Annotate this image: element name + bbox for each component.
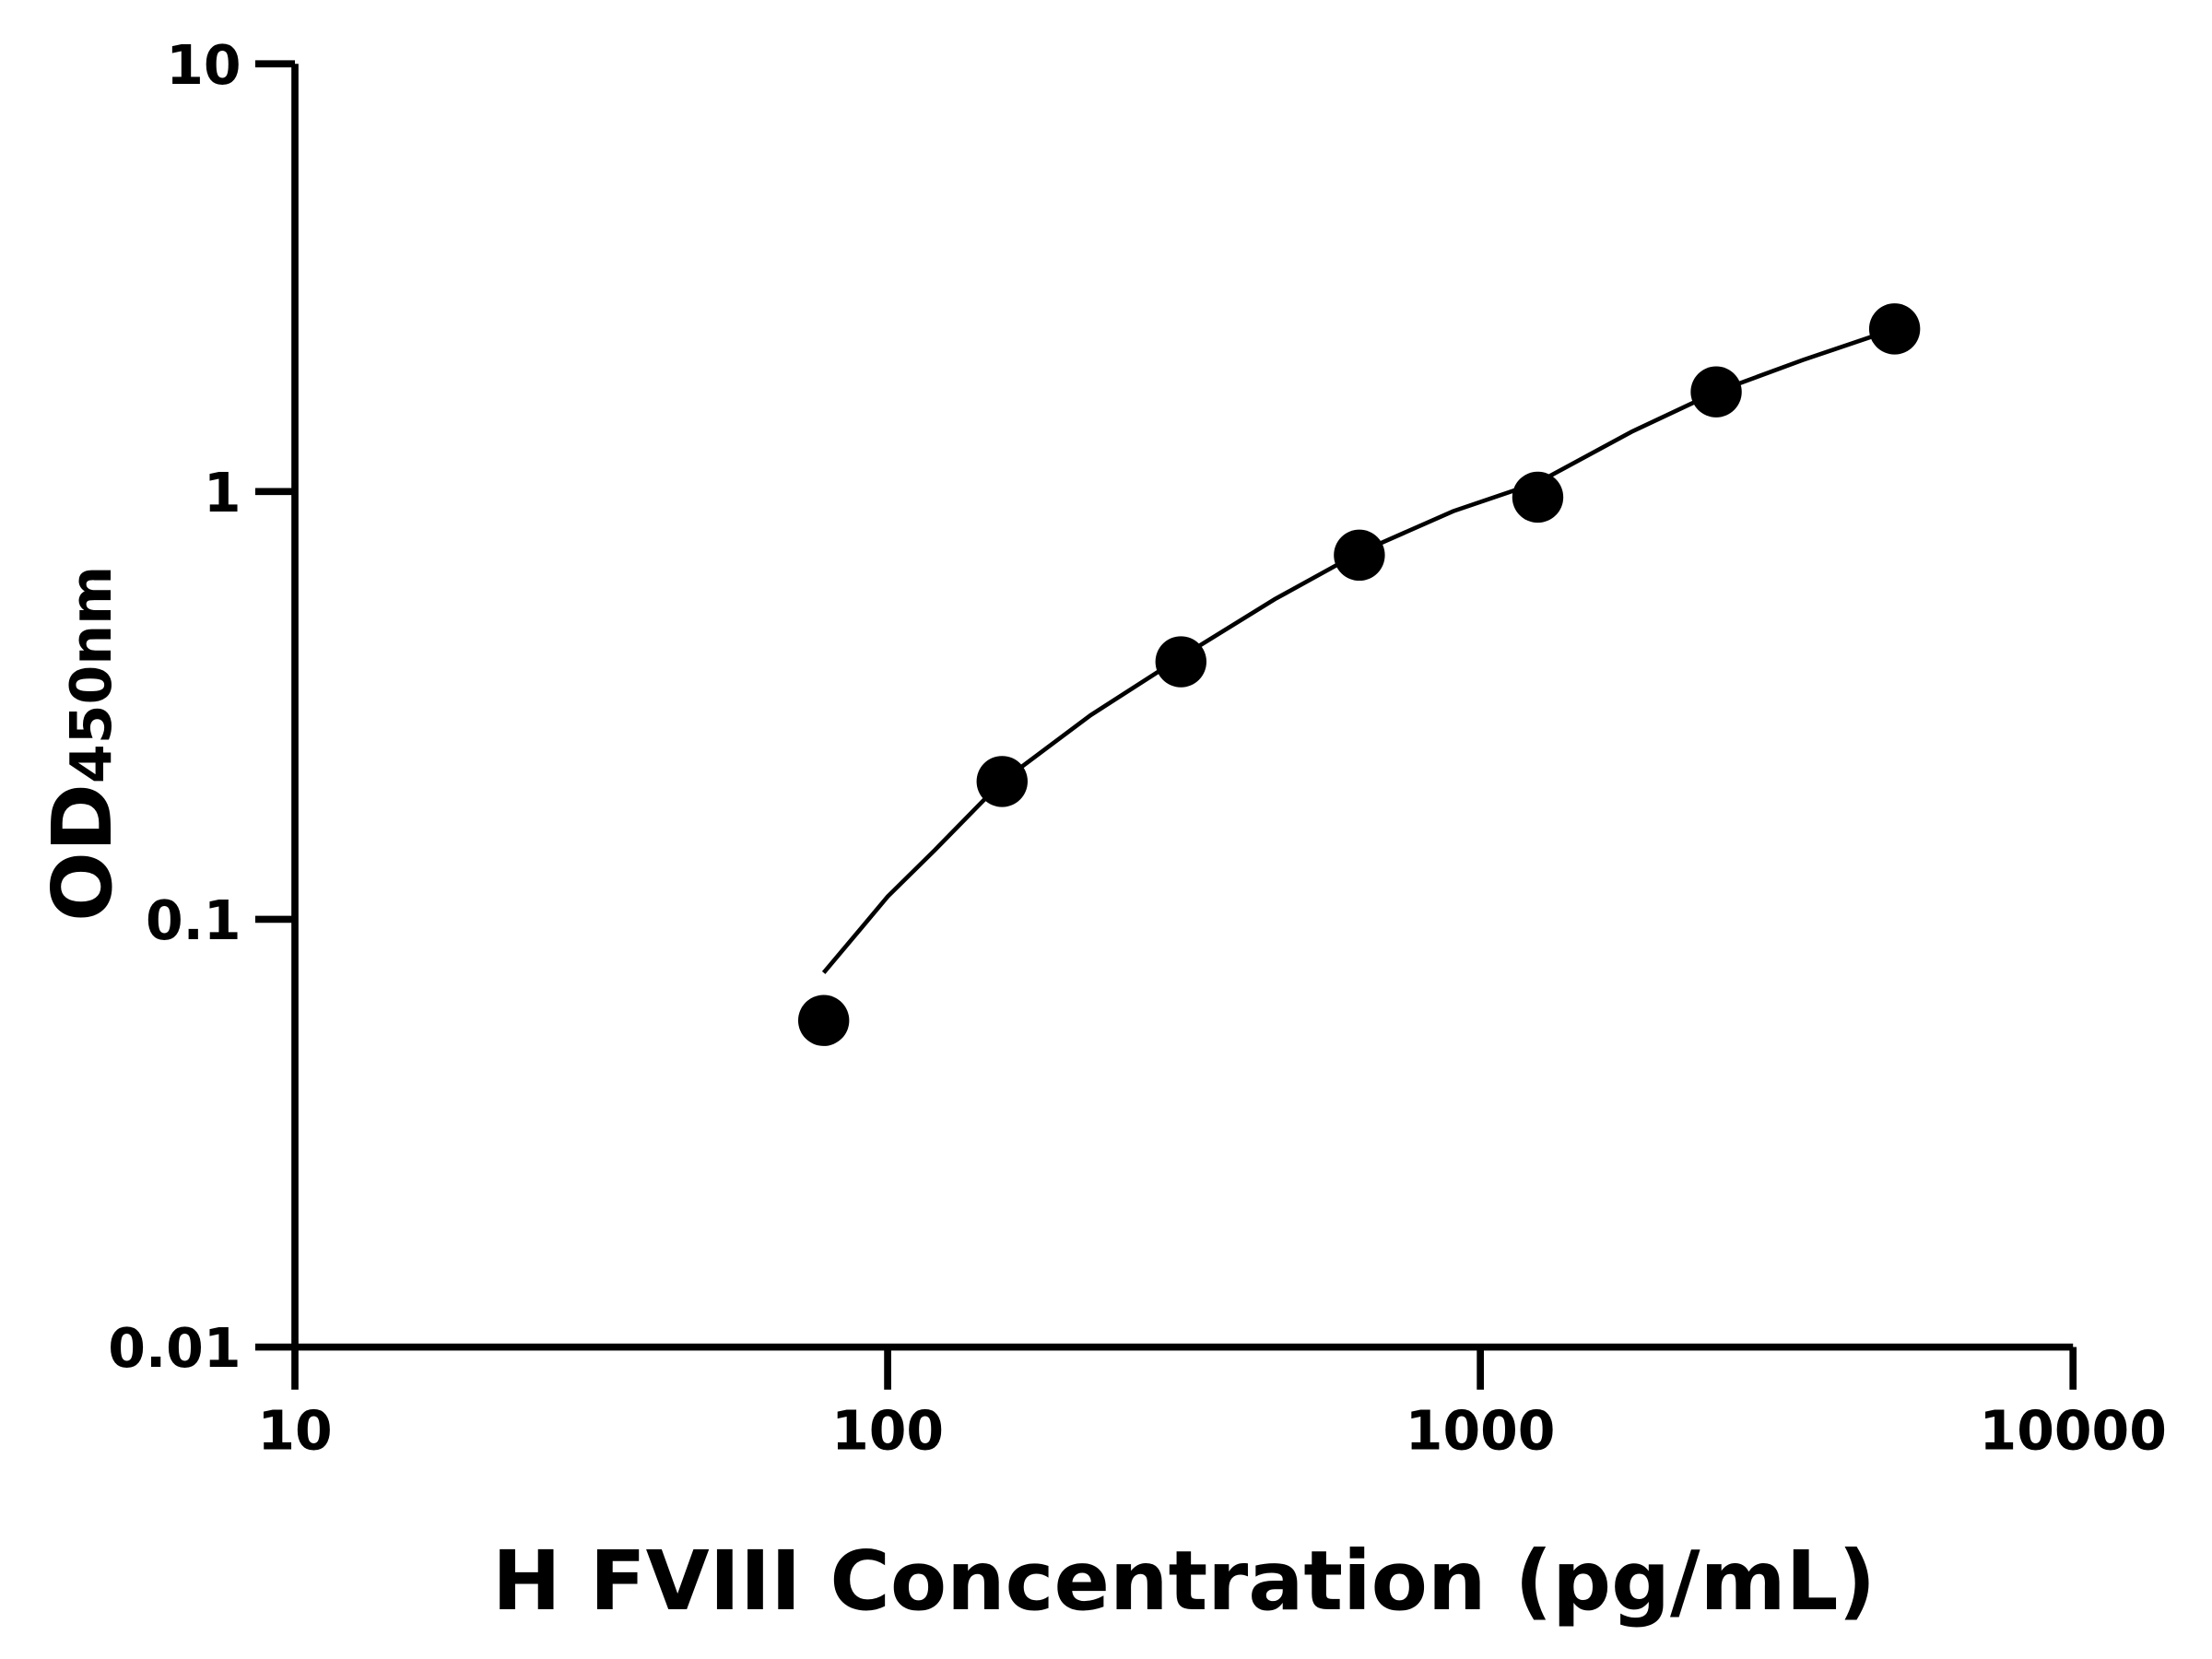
y-tick-label: 1	[204, 462, 241, 524]
x-tick-label: 10	[257, 1399, 332, 1462]
data-point	[1868, 303, 1921, 355]
ticks: 10 100 1000 10000 0.01 0.1 1 10	[108, 34, 2167, 1463]
fit-curve	[821, 326, 1896, 974]
data-points	[797, 303, 1921, 1046]
data-point	[1334, 529, 1385, 582]
data-point	[976, 756, 1028, 807]
y-axis-label: OD450nm	[35, 566, 131, 922]
data-point	[797, 994, 850, 1046]
y-axis-label-subscript: 450nm	[58, 566, 124, 783]
y-tick-label: 0.01	[108, 1317, 241, 1380]
y-tick-label: 10	[166, 34, 241, 97]
x-axis-label: H FVIII Concentration (pg/mL)	[492, 1534, 1876, 1630]
y-tick-label: 0.1	[146, 889, 241, 952]
data-point	[1690, 366, 1742, 418]
data-point	[1512, 471, 1564, 524]
x-tick-label: 100	[831, 1399, 944, 1462]
x-tick-label: 1000	[1406, 1399, 1556, 1462]
data-point	[1155, 636, 1206, 688]
y-axis-label-main: OD	[35, 783, 131, 922]
x-tick-label: 10000	[1980, 1399, 2167, 1462]
axes	[291, 64, 2074, 1351]
